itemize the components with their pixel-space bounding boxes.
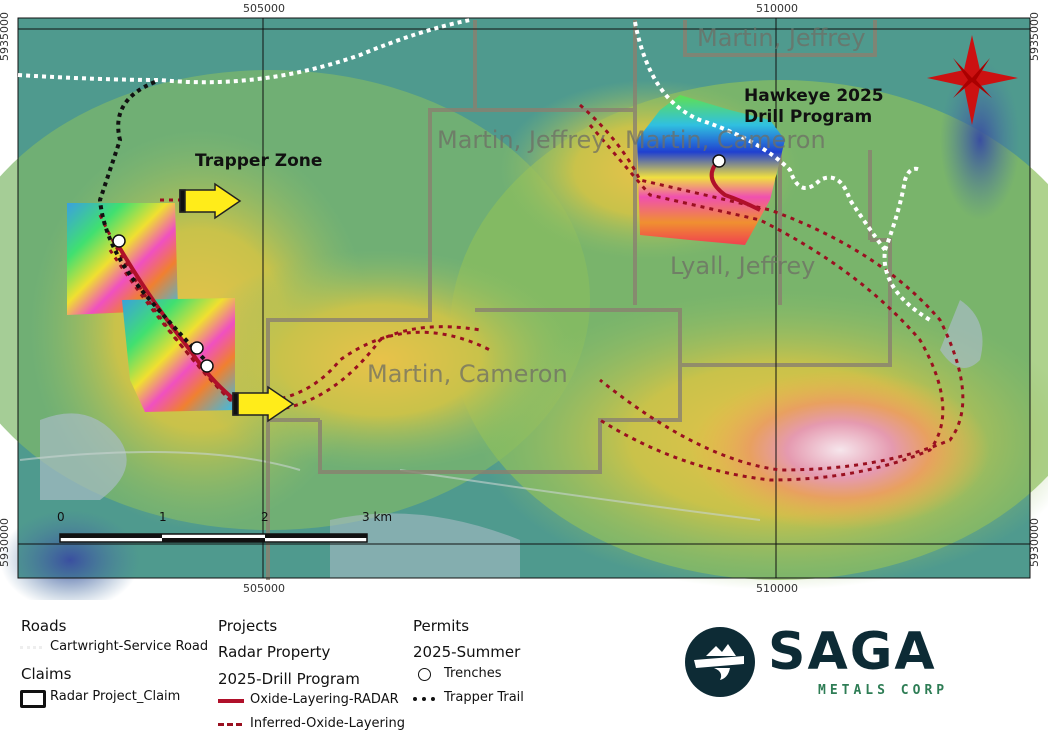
scale-tick: 0 — [57, 510, 65, 524]
legend-claims-title: Claims — [21, 665, 72, 683]
legend-projects-subtitle: 2025-Drill Program — [218, 670, 360, 688]
arrow-icon — [179, 182, 295, 423]
claim-owner-label: Martin, Jeffrey — [437, 126, 606, 154]
survey-grids — [67, 95, 785, 412]
legend-permits-title: Permits — [413, 617, 470, 635]
trench-marker[interactable] — [200, 359, 214, 373]
trapper-trail — [97, 80, 212, 367]
grid-label-x: 510000 — [756, 2, 798, 15]
compass-star-icon — [927, 35, 1018, 125]
hawkeye-label-line2: Drill Program — [744, 107, 873, 127]
claim-box-icon — [20, 690, 46, 708]
oxide-line-icon — [218, 699, 244, 703]
grid-label-y: 5930000 — [0, 518, 11, 567]
scale-tick: 3 km — [362, 510, 393, 524]
claim-owner-label: Lyall, Jeffrey — [670, 252, 816, 280]
legend-item: Trenches — [444, 666, 502, 681]
grid-label-x: 505000 — [243, 2, 285, 15]
legend-item: Radar Project_Claim — [50, 689, 181, 704]
road-line-icon — [20, 646, 42, 649]
legend-roads-title: Roads — [21, 617, 67, 635]
scale-tick: 2 — [261, 510, 269, 524]
legend-item: Oxide-Layering-RADAR — [250, 692, 399, 707]
logo-tagline: METALS CORP — [818, 683, 949, 698]
hawkeye-label-line1: Hawkeye 2025 — [744, 86, 884, 106]
legend-item: Cartwright-Service Road — [50, 639, 209, 654]
trapper-zone-label: Trapper Zone — [195, 151, 323, 171]
oxide-layering-radar — [113, 163, 761, 402]
trench-circle-icon — [418, 668, 431, 681]
scale-tick: 1 — [159, 510, 167, 524]
claim-owner-label: Martin, Jeffrey — [697, 24, 866, 52]
trench-marker[interactable] — [190, 341, 204, 355]
cartwright-service-road — [17, 18, 932, 322]
claim-owner-label: Martin, Cameron — [625, 126, 826, 154]
legend-projects-subtitle: Radar Property — [218, 643, 331, 661]
legend-projects-title: Projects — [218, 617, 278, 635]
grid-lines — [17, 17, 1031, 579]
grid-label-y: 5930000 — [1028, 518, 1041, 567]
grid-label-x: 510000 — [756, 582, 798, 595]
scale-bar — [59, 533, 368, 543]
claim-boundaries — [266, 20, 892, 580]
map-canvas[interactable] — [0, 0, 1048, 600]
saga-logo-mark-icon — [685, 627, 755, 697]
claim-owner-label: Martin, Cameron — [367, 360, 568, 388]
legend-item: Trapper Trail — [444, 690, 524, 705]
trail-line-icon — [413, 697, 435, 701]
logo-wordmark: SAGA — [768, 622, 937, 682]
grid-label-x: 505000 — [243, 582, 285, 595]
legend-item: Inferred-Oxide-Layering — [250, 716, 405, 731]
grid-label-y: 5935000 — [1028, 12, 1041, 61]
legend-permits-subtitle: 2025-Summer — [413, 643, 521, 661]
trench-marker[interactable] — [112, 234, 126, 248]
grid-label-y: 5935000 — [0, 12, 11, 61]
trenches — [112, 154, 726, 373]
inferred-line-icon — [218, 723, 242, 726]
trench-marker[interactable] — [712, 154, 726, 168]
